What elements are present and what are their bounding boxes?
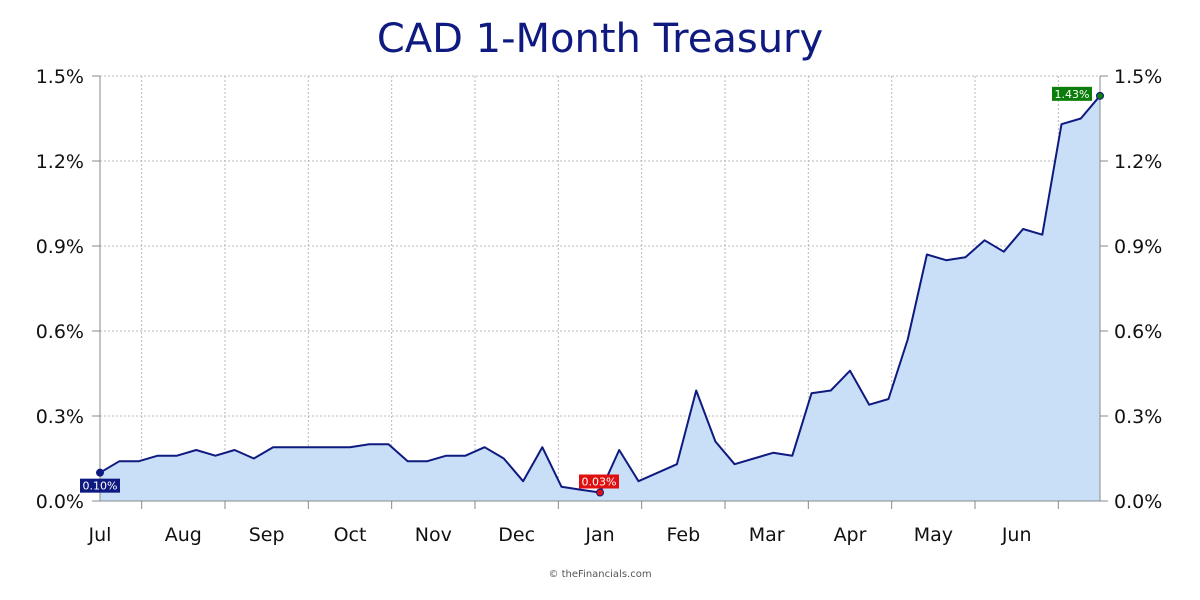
- axes: 0.0% 0.0% 0.3% 0.3% 0.6% 0.6% 0.9% 0.9% 1.2% 1.2%…: [36, 66, 1163, 546]
- y-tick-label-left: 0.3%: [36, 406, 84, 428]
- x-tick-label: Feb: [667, 524, 701, 546]
- area-fill: [100, 95, 1100, 502]
- x-tick-label: Nov: [415, 524, 452, 546]
- y-tick-label-left: 0.9%: [36, 236, 84, 258]
- x-tick-label: Mar: [749, 524, 785, 546]
- x-tick-label: Jul: [88, 524, 112, 546]
- x-tick-label: Aug: [165, 524, 202, 546]
- x-tick-label: Jan: [584, 524, 614, 546]
- y-tick-label-left: 0.0%: [36, 491, 84, 513]
- y-tick-label-left: 1.2%: [36, 151, 84, 173]
- data-label-bg-low: [579, 474, 619, 489]
- x-tick-label: Jun: [1001, 524, 1032, 546]
- x-tick-label: Dec: [498, 524, 535, 546]
- y-tick-label-left: 0.6%: [36, 321, 84, 343]
- x-tick-label: Apr: [834, 524, 867, 546]
- data-label-low: 0.03%: [582, 476, 617, 489]
- data-labels: 0.10% 0.03% 1.43%: [80, 86, 1104, 497]
- area-layer: [99, 95, 1101, 502]
- y-tick-label-right: 0.0%: [1114, 491, 1162, 513]
- data-label-end: 1.43%: [1055, 88, 1090, 101]
- data-point-marker-low: [596, 488, 604, 497]
- data-label-bg-end: [1052, 86, 1092, 101]
- x-tick-label: Sep: [249, 524, 285, 546]
- data-label-start: 0.10%: [83, 480, 118, 493]
- credit-text: © theFinancials.com: [548, 569, 652, 580]
- x-tick-label: Oct: [334, 524, 367, 546]
- data-point-marker-end: [1096, 91, 1104, 100]
- y-tick-label-right: 0.3%: [1114, 406, 1162, 428]
- data-label-bg-start: [80, 478, 120, 493]
- y-tick-label-right: 0.6%: [1114, 321, 1162, 343]
- x-tick-label: May: [914, 524, 953, 546]
- y-tick-label-right: 0.9%: [1114, 236, 1162, 258]
- y-tick-label-right: 1.5%: [1114, 66, 1162, 88]
- data-point-marker-start: [96, 468, 104, 477]
- y-tick-label-right: 1.2%: [1114, 151, 1162, 173]
- y-tick-label-left: 1.5%: [36, 66, 84, 88]
- chart-title: CAD 1-Month Treasury: [376, 16, 824, 62]
